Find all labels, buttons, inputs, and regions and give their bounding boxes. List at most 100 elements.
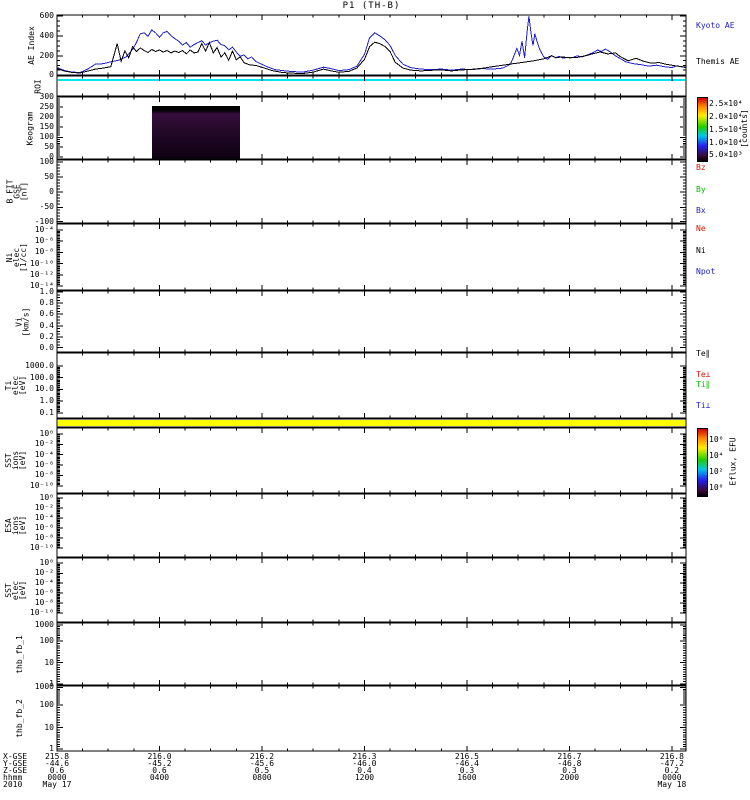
legend-bx: Bx bbox=[696, 206, 706, 215]
axis-col-value: 216.5 bbox=[454, 752, 479, 761]
panel-esa-ytick-label: 10⁻⁶ bbox=[34, 523, 54, 533]
axis-col-value: 0.5 bbox=[254, 766, 270, 775]
axis-col-value: 0.3 bbox=[562, 766, 577, 775]
panel-sst2-ytick-label: 10⁻¹⁰ bbox=[29, 608, 54, 618]
colorbar-keogram bbox=[697, 97, 708, 162]
colorbar-keogram-label: 2.5×10⁴ bbox=[709, 99, 743, 108]
axis-col-value: 0000 bbox=[47, 773, 67, 782]
panel-bfit-ytick-label: -100 bbox=[34, 216, 54, 226]
panel-sst1-ytick-label: 10⁻² bbox=[34, 439, 54, 449]
panel-ae-ytick-label: 0 bbox=[49, 70, 54, 79]
panel-sst1-ytick-label: 10⁻⁶ bbox=[34, 460, 54, 470]
colorbar-sst1-label: 10² bbox=[709, 467, 724, 476]
plot-title: P1 (TH-B) bbox=[342, 1, 401, 11]
panel-fb2-ytick-label: 100 bbox=[39, 699, 54, 709]
panel-keogram-ytick-label: 250 bbox=[39, 101, 54, 111]
axis-row-header: X-GSE bbox=[3, 752, 28, 761]
panel-sst1-ytick-label: 10⁻¹⁰ bbox=[29, 480, 54, 490]
panel-fb2-ytick-label: 1 bbox=[49, 744, 54, 754]
panel-keogram-ytick-label: 50 bbox=[44, 142, 54, 152]
axis-col-value: 0.4 bbox=[357, 766, 372, 775]
axis-col-value: 0800 bbox=[252, 773, 272, 782]
colorbar-keogram-label: 5.0×10³ bbox=[709, 150, 743, 159]
axis-col-value: 216.2 bbox=[249, 752, 275, 761]
panel-keogram-ytick-label: 300 bbox=[39, 92, 54, 101]
panel-ae-ytick-label: 200 bbox=[39, 50, 54, 60]
panel-roi-frame bbox=[56, 75, 687, 97]
panel-bfit-ytick-label: -50 bbox=[39, 202, 54, 212]
panel-stripe-fill bbox=[58, 420, 685, 426]
panel-keogram-ytick-label: 200 bbox=[39, 111, 54, 121]
colorbar-keogram-label: 1.0×10⁴ bbox=[709, 138, 743, 147]
axis-col-value: 216.7 bbox=[557, 752, 582, 761]
axis-col-value: 0000 bbox=[662, 773, 682, 782]
panel-ae-frame bbox=[56, 14, 687, 76]
axis-col-value: 1600 bbox=[457, 773, 477, 782]
colorbar-sst1-label: 10⁰ bbox=[709, 483, 724, 492]
panel-esa-frame bbox=[56, 493, 687, 558]
panel-keogram-frame bbox=[56, 96, 687, 160]
panel-stripe-frame bbox=[56, 418, 687, 428]
panel-ni-frame bbox=[56, 223, 687, 291]
panel-vi-ytick-label: 0.6 bbox=[39, 309, 54, 319]
panel-ni-ytick-label: 10⁻⁸ bbox=[34, 247, 54, 257]
axis-col-value: 0.6 bbox=[152, 766, 167, 775]
axis-col-value: -45.2 bbox=[147, 759, 172, 768]
axis-col-value: -45.6 bbox=[249, 759, 275, 768]
panel-ti-ytick-label: 1.0 bbox=[39, 396, 54, 406]
axis-col-value: 216.3 bbox=[352, 752, 377, 761]
axis-col-value: May 17 bbox=[42, 780, 72, 789]
axis-col-value: 216.0 bbox=[147, 752, 172, 761]
panel-keogram-ytick-label: 150 bbox=[39, 121, 54, 131]
panel-ti-ytick-label: 10.0 bbox=[34, 384, 54, 394]
panel-bfit-ytick-label: 0 bbox=[49, 187, 54, 197]
axis-row-header: Y-GSE bbox=[3, 759, 28, 768]
panel-vi-frame bbox=[56, 290, 687, 353]
legend-te: Te⊥ bbox=[696, 370, 711, 379]
panel-fb1-ytick-label: 100 bbox=[39, 635, 54, 645]
panel-vi-ytick-label: 0.0 bbox=[39, 342, 54, 352]
panel-ti-ytick-label: 100.0 bbox=[29, 372, 54, 382]
panel-ni-ytick-label: 10⁻¹² bbox=[29, 269, 54, 279]
panel-ae-ytick-label: 400 bbox=[39, 31, 54, 40]
panel-esa-ytick-label: 10⁻² bbox=[34, 502, 54, 512]
colorbar-sst1-label: 10⁴ bbox=[709, 451, 724, 460]
panel-fb2-frame bbox=[56, 685, 687, 752]
panel-ni-ytick-label: 10⁻¹⁰ bbox=[29, 258, 54, 268]
colorbar-sst1 bbox=[697, 428, 708, 497]
axis-row-header: hhmm bbox=[3, 773, 23, 782]
colorbar-sst1-label: 10⁶ bbox=[709, 435, 724, 444]
axis-col-value: 216.8 bbox=[659, 752, 684, 761]
panel-keogram-image bbox=[152, 106, 240, 159]
series-kyoto-ae bbox=[56, 16, 687, 74]
panel-vi-ytick-label: 0.8 bbox=[39, 298, 54, 308]
panel-sst2-frame bbox=[56, 557, 687, 623]
panel-sst2-ytick-label: 10⁻⁸ bbox=[34, 597, 54, 607]
legend-ne: Ne bbox=[696, 224, 706, 233]
axis-col-value: 2000 bbox=[559, 773, 580, 782]
panel-vi-ytick-label: 0.2 bbox=[39, 331, 54, 341]
series-themis-ae bbox=[56, 41, 687, 75]
legend-ni: Ni bbox=[696, 246, 706, 255]
panel-ni-ytick-label: 10⁻⁶ bbox=[34, 236, 54, 246]
panel-bfit-ytick-label: 50 bbox=[44, 172, 54, 181]
axis-col-value: May 18 bbox=[657, 780, 687, 789]
panel-sst2-ytick-label: 10⁻² bbox=[34, 568, 54, 578]
panel-fb2-ytick-label: 1000 bbox=[34, 682, 54, 692]
axis-col-value: 0.2 bbox=[664, 766, 680, 775]
panel-sst1-frame bbox=[56, 427, 687, 494]
legend-kyotoae: Kyoto AE bbox=[696, 21, 735, 30]
colorbar-keogram-label: 2.0×10⁴ bbox=[709, 112, 743, 121]
panel-fb2-ytick-label: 10 bbox=[44, 722, 54, 732]
panel-ni-ytick-label: 10⁻¹⁴ bbox=[29, 281, 54, 291]
axis-col-value: 0.3 bbox=[459, 766, 475, 775]
axis-col-value: 0.6 bbox=[49, 766, 65, 775]
panel-bfit-frame bbox=[56, 159, 687, 224]
panel-fb1-ytick-label: 1000 bbox=[34, 619, 54, 629]
panel-fb1-ytick-label: 10 bbox=[44, 657, 54, 667]
panel-fb1-ytick-label: 1 bbox=[49, 678, 54, 688]
axis-col-value: -46.8 bbox=[557, 759, 582, 768]
panel-keogram-ytick-label: 0 bbox=[49, 152, 54, 162]
